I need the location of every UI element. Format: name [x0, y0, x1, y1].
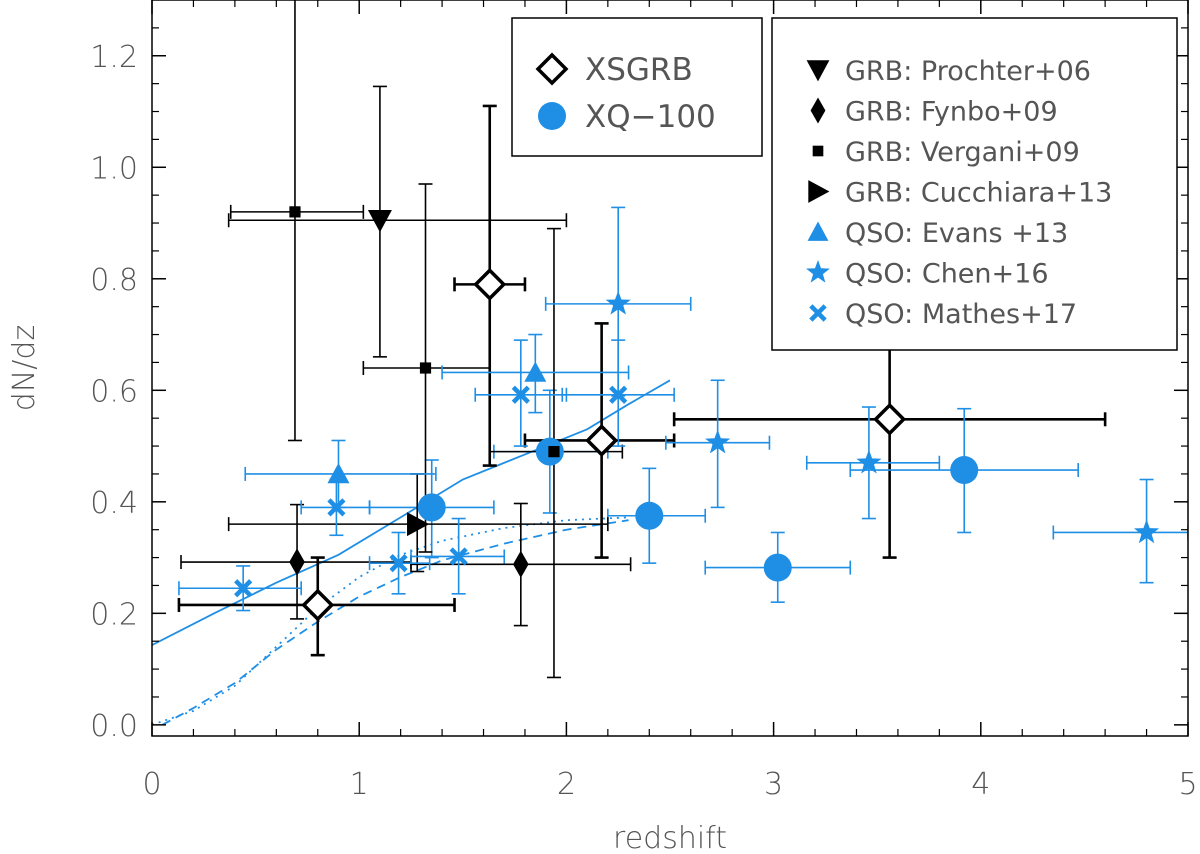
legend-literature: GRB: Prochter+06 GRB: Fynbo+09 GRB: Vergan… [771, 17, 1178, 351]
marker-QSO: Mathes+17-1 [327, 498, 346, 517]
marker-GRB: Fynbo+09-1 [513, 550, 529, 578]
legend-lit-label: QSO: Mathes+17 [845, 299, 1077, 330]
marker-QSO: Evans +13-0 [327, 462, 350, 484]
curve-model-dashed [161, 519, 629, 726]
y-tick-label: 1.0 [90, 151, 138, 186]
y-tick-label: 1.2 [90, 40, 138, 75]
legend-lit-marker-6 [809, 304, 827, 322]
marker-QSO: Chen+16-2 [856, 449, 882, 474]
marker-QSO: Chen+16-1 [705, 429, 731, 454]
legend-lit-label: GRB: Cucchiara+13 [845, 178, 1112, 209]
marker-QSO: Mathes+17-3 [449, 547, 468, 566]
y-tick-label: 0.4 [90, 486, 138, 521]
marker-QSO: Mathes+17-5 [609, 385, 628, 404]
legend-marker-1 [538, 102, 566, 130]
axis-ticks: 0 1 2 3 4 5 0.0 0.2 0.4 0.6 0.8 1.0 1.2 [90, 0, 1198, 802]
legend-main-label: XSGRB [585, 52, 693, 88]
data-markers [234, 206, 1160, 622]
legend-main-box [511, 17, 763, 157]
marker-GRB: Vergani+09-1 [419, 362, 432, 374]
x-tick-label: 5 [1178, 767, 1197, 802]
curve-model-dotted [152, 516, 629, 726]
legend-lit-label: QSO: Chen+16 [845, 259, 1049, 290]
legend-marker-0 [535, 52, 569, 86]
legend-lit-label: GRB: Prochter+06 [845, 56, 1091, 87]
marker-QSO: Mathes+17-0 [234, 579, 253, 598]
plot-frame [151, 0, 1189, 737]
legend-lit-marker-3 [808, 180, 830, 203]
x-tick-label: 1 [350, 767, 369, 802]
marker-XSGRB-0 [301, 588, 335, 622]
marker-XQ-100-0 [417, 493, 446, 522]
x-tick-label: 2 [557, 767, 576, 802]
marker-GRB: Vergani+09-2 [548, 446, 560, 458]
legend-lit-label: GRB: Fynbo+09 [845, 97, 1058, 128]
legend-lit-label: GRB: Vergani+09 [845, 137, 1080, 168]
y-tick-label: 0.2 [90, 597, 138, 632]
marker-XSGRB-2 [585, 424, 619, 457]
legend-main-label: XQ−100 [585, 99, 716, 135]
marker-XQ-100-4 [950, 456, 979, 485]
marker-QSO: Evans +13-1 [524, 361, 547, 382]
marker-XQ-100-2 [635, 501, 664, 530]
legend-lit-marker-2 [812, 145, 824, 157]
x-tick-label: 3 [764, 767, 783, 802]
legend-lit-label: QSO: Evans +13 [845, 218, 1068, 249]
x-axis-title: redshift [613, 821, 727, 854]
y-tick-label: 0.6 [90, 374, 138, 409]
y-axis-title: dN/dz [7, 325, 42, 411]
x-tick-label: 4 [971, 767, 990, 802]
marker-QSO: Mathes+17-4 [511, 385, 530, 404]
legend-main: XSGRB XQ−100 [511, 17, 763, 157]
marker-XSGRB-3 [873, 402, 907, 436]
legend-lit-marker-4 [807, 221, 829, 241]
legend-lit-marker-1 [810, 97, 826, 124]
marker-XQ-100-3 [763, 553, 792, 582]
y-tick-label: 0.8 [90, 263, 138, 298]
legend-lit-marker-5 [806, 260, 830, 283]
legend-literature-box [771, 17, 1178, 351]
errorbar-QSO: Chen+16-3 [1052, 478, 1188, 584]
y-tick-label: 0.0 [90, 709, 138, 744]
marker-QSO: Chen+16-0 [605, 290, 631, 315]
marker-GRB: Fynbo+09-0 [289, 548, 305, 576]
marker-GRB: Cucchiara+13-0 [407, 512, 430, 537]
marker-XSGRB-1 [473, 267, 507, 301]
marker-QSO: Mathes+17-2 [389, 554, 408, 573]
x-tick-label: 0 [142, 767, 161, 802]
marker-GRB: Prochter+06-0 [367, 210, 392, 233]
marker-GRB: Vergani+09-0 [289, 206, 301, 218]
legend-lit-marker-0 [806, 60, 830, 82]
marker-QSO: Chen+16-3 [1134, 519, 1160, 544]
